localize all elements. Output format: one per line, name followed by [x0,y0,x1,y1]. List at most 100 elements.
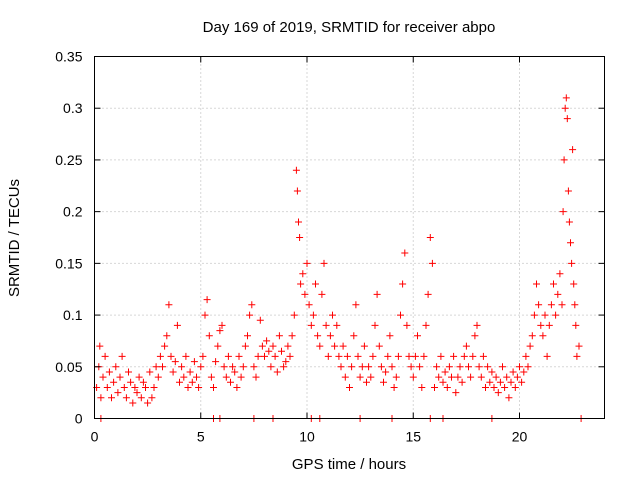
axis-ticks: 0 0.05 0.1 0.15 0.2 0.25 0.3 0.35 0 5 10 15 20 [55,49,605,445]
data-point [227,378,234,386]
data-point [473,321,481,329]
data-point [212,358,220,366]
data-point [210,384,217,391]
data-point [250,363,258,371]
data-point [307,321,315,329]
data-point [303,259,311,267]
data-point [246,311,254,319]
data-point [286,352,294,360]
data-point [561,104,569,112]
data-point [165,301,173,309]
data-point [343,352,351,360]
data-point [305,301,313,309]
data-point [190,358,198,366]
data-point [547,301,555,309]
data-point [545,321,553,329]
data-point [254,352,262,360]
data-point [195,384,203,391]
data-point [414,332,421,340]
data-point [433,363,441,371]
x-tick-label: 20 [512,429,528,445]
data-point [365,363,373,371]
data-point [477,373,485,381]
data-point [101,352,109,360]
y-axis-label: SRMTID / TECUs [6,179,23,297]
data-point [231,368,239,376]
data-point [479,352,487,360]
data-point [237,373,245,381]
data-point [513,373,521,381]
data-point [572,321,580,329]
data-point [420,352,428,360]
data-point [469,352,477,360]
data-point [275,332,283,340]
data-point [118,352,126,360]
data-point [428,259,436,267]
data-point [524,363,532,371]
data-point [565,218,573,226]
data-point [462,342,470,350]
data-point [120,384,128,391]
data-point [550,280,557,288]
data-point [329,311,336,319]
data-point [354,352,362,360]
x-tick-label: 5 [197,429,205,445]
data-point [337,363,345,371]
data-point [388,363,396,371]
data-point [382,368,390,376]
data-point [520,368,528,376]
data-point [539,332,547,340]
data-point [220,363,228,371]
data-point [356,373,364,381]
y-tick-label: 0.1 [63,307,83,323]
plot-frame [94,56,605,419]
data-point [278,347,285,355]
data-point [397,311,404,319]
data-point [443,384,451,391]
data-point [331,342,339,350]
data-point [567,239,574,247]
data-point [482,384,489,391]
data-point [142,384,149,391]
data-point [316,342,324,350]
data-point [573,352,581,360]
data-point [131,384,139,391]
x-tick-label: 10 [299,429,315,445]
data-point [375,342,383,350]
data-point [235,352,243,360]
data-points [93,94,585,422]
data-point [239,363,247,371]
data-point [394,352,402,360]
data-point [154,373,162,381]
data-point [399,280,407,288]
data-point [222,373,230,381]
data-point [178,363,186,371]
data-point [148,394,156,402]
data-point [135,373,143,381]
data-point [377,363,385,371]
data-point [367,373,375,381]
data-point [152,363,160,371]
data-point [371,321,379,329]
data-point [475,363,483,371]
x-tick-label: 0 [91,429,99,445]
y-tick-label: 0.2 [63,204,83,220]
data-point [386,332,394,340]
y-tick-label: 0.15 [55,255,82,271]
data-point [503,373,511,381]
data-point [541,311,549,319]
data-point [159,363,166,371]
data-point [263,337,271,345]
data-point [422,321,430,329]
data-point [452,389,460,397]
data-point [297,280,305,288]
data-point [416,363,424,371]
data-point [341,373,349,381]
data-point [537,321,545,329]
data-point [322,321,330,329]
data-point [290,311,298,319]
data-point [401,249,409,257]
data-point [193,373,200,381]
data-point [167,352,175,360]
